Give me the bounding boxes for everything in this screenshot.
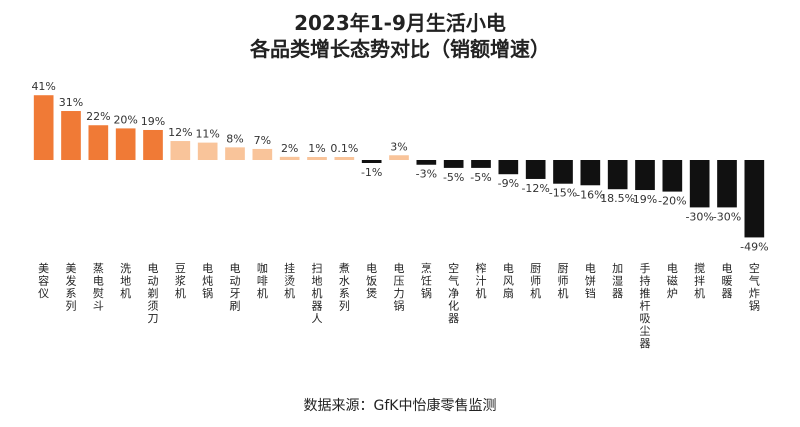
- bar-21: [580, 160, 601, 186]
- category-label-16: 空气净化器: [448, 261, 459, 325]
- value-label-18: -9%: [498, 177, 519, 190]
- value-label-15: -3%: [416, 168, 437, 181]
- category-label-9: 咖啡机: [257, 261, 268, 300]
- value-label-17: -5%: [470, 171, 491, 184]
- category-label-8: 电动牙刷: [230, 262, 241, 313]
- category-label-21: 电饼铛: [585, 262, 596, 300]
- bar-3: [88, 125, 109, 160]
- bar-6: [170, 141, 191, 160]
- chart-title-line2: 各品类增长态势对比（销额增速）: [249, 37, 550, 61]
- value-label-14: 3%: [390, 140, 407, 153]
- category-label-18: 电风扇: [503, 262, 514, 300]
- category-label-4: 洗地机: [120, 262, 131, 300]
- bar-23: [635, 160, 655, 191]
- bar-18: [498, 160, 519, 175]
- category-label-13: 电饭煲: [366, 262, 377, 300]
- category-label-27: 空气炸锅: [749, 261, 760, 313]
- value-label-2: 31%: [59, 96, 83, 109]
- category-label-24: 电磁炉: [667, 262, 678, 300]
- bar-17: [471, 160, 491, 168]
- value-label-22: 18.5%: [600, 192, 635, 205]
- chart-title-line1: 2023年1-9月生活小电: [294, 11, 506, 35]
- category-label-2: 美发系列: [66, 262, 77, 313]
- category-label-3: 蒸电熨斗: [93, 262, 104, 313]
- bar-22: [607, 160, 628, 190]
- value-label-8: 8%: [226, 132, 243, 145]
- bar-20: [553, 160, 573, 184]
- category-label-17: 榨汁机: [476, 261, 487, 300]
- bar-25: [689, 160, 710, 208]
- value-label-11: 1%: [308, 142, 325, 155]
- value-label-10: 2%: [281, 142, 298, 155]
- bar-4: [115, 128, 136, 160]
- category-label-6: 豆浆机: [175, 262, 186, 300]
- value-label-24: -20%: [658, 195, 686, 208]
- value-label-12: 0.1%: [330, 142, 358, 155]
- value-labels-group: 41%31%22% 20% 19%12% 11% 8% 7%2% 1% 0.1%-1%3%-3…: [31, 80, 768, 253]
- bar-24: [662, 160, 683, 192]
- bar-8: [225, 147, 245, 160]
- bar-1: [33, 95, 54, 160]
- bar-7: [197, 142, 218, 160]
- category-label-12: 煮水系列: [339, 262, 350, 313]
- bar-13: [361, 160, 382, 163]
- bar-2: [61, 111, 81, 160]
- value-label-19: -12%: [521, 182, 549, 195]
- value-label-3: 22%: [86, 110, 110, 123]
- bar-12: [334, 157, 355, 160]
- bar-16: [443, 160, 464, 168]
- value-label-6: 12%: [168, 126, 192, 139]
- category-label-22: 加湿器: [612, 262, 623, 300]
- bar-5: [143, 129, 163, 160]
- value-label-1: 41%: [31, 80, 55, 93]
- category-label-25: 搅拌机: [694, 261, 705, 300]
- category-label-11: 扫地机器人: [312, 262, 323, 325]
- value-label-25: -30%: [685, 210, 713, 223]
- value-label-23: 19%: [633, 193, 657, 206]
- category-label-10: 挂烫机: [284, 261, 295, 300]
- value-label-26: -30%: [713, 210, 741, 223]
- category-label-15: 烹饪锅: [421, 261, 432, 300]
- value-label-20: -15%: [549, 187, 577, 200]
- bar-19: [525, 160, 546, 179]
- value-label-4: 20%: [113, 113, 137, 126]
- bar-26: [717, 160, 737, 208]
- category-label-1: 美容仪: [38, 262, 49, 300]
- category-label-19: 厨师机: [530, 262, 541, 300]
- bars-group: [33, 95, 765, 238]
- category-label-7: 电炖锅: [202, 262, 213, 300]
- category-label-5: 电动剃须刀: [148, 262, 159, 325]
- category-label-23: 手持推杆吸尘器: [640, 261, 651, 350]
- value-label-7: 11%: [195, 128, 219, 141]
- value-label-13: -1%: [361, 166, 382, 179]
- bar-10: [279, 156, 300, 160]
- category-label-26: 电暖器: [722, 262, 733, 300]
- bar-9: [252, 148, 273, 160]
- value-label-21: -16%: [576, 188, 604, 201]
- value-label-5: 19%: [141, 115, 165, 128]
- value-label-16: -5%: [443, 171, 464, 184]
- data-source: 数据来源：GfK中怡康零售监测: [304, 397, 497, 414]
- category-label-14: 电压力锅: [394, 262, 405, 313]
- bar-27: [744, 160, 765, 238]
- bar-15: [416, 160, 437, 165]
- category-labels-group: 美容仪 美发系列 蒸电熨斗 洗地机 电动剃须刀 豆浆机 电炖锅 电动牙刷 咖啡机 挂烫机 扫地机器人…: [38, 261, 760, 350]
- bar-14: [389, 155, 409, 160]
- value-label-9: 7%: [254, 134, 271, 147]
- bar-11: [307, 157, 327, 160]
- category-label-20: 厨师机: [558, 262, 569, 300]
- value-label-27: -49%: [740, 240, 768, 253]
